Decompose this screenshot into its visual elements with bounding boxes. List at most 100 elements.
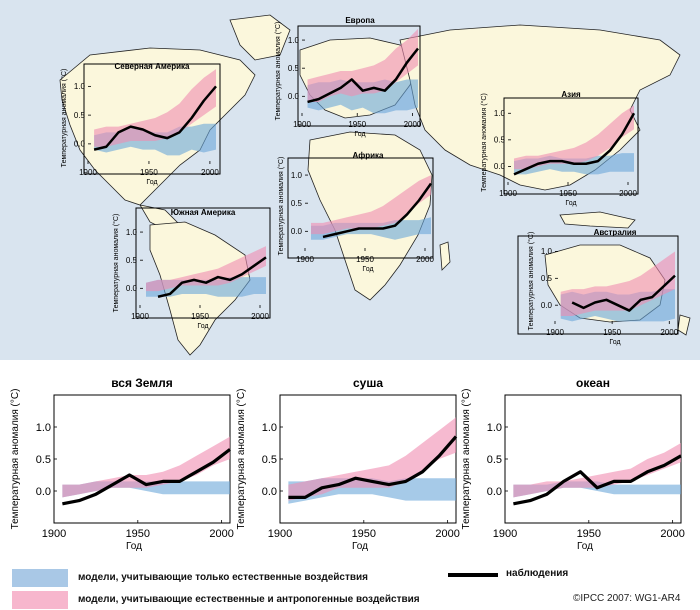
anthropogenic-forcing-band — [288, 417, 456, 501]
observed-line — [513, 454, 682, 506]
x-axis-label: Год — [362, 266, 373, 273]
y-tick-label: 1.0 — [291, 171, 303, 180]
chart-4: 0.0 0.5 1.0 1900 1950 2000 Год Температурная ан… — [112, 207, 271, 330]
observed-line — [93, 85, 217, 151]
y-tick-label: 0.0 — [541, 301, 553, 310]
y-tick-label: 0.0 — [494, 162, 506, 171]
new-zealand-landmass — [677, 314, 691, 336]
chart-0: 0.0 0.5 1.0 1900 1950 2000 Год Температурная ан… — [60, 62, 221, 186]
x-tick-label: 2000 — [660, 328, 678, 337]
anthropogenic-forcing-band — [146, 246, 266, 292]
y-tick-label: 0.5 — [541, 274, 553, 283]
copyright-credit: ©IPCC 2007: WG1-AR4 — [573, 593, 681, 604]
y-tick-label: 0.0 — [291, 227, 303, 236]
y-tick-label: 1.0 — [487, 422, 502, 434]
x-tick-label: 1950 — [577, 528, 601, 540]
y-axis-label: Температурная аномалия (°C) — [236, 389, 247, 530]
legend-natural-label: модели, учитывающие только естественные … — [78, 572, 369, 583]
x-tick-label: 1950 — [352, 528, 376, 540]
map-inset-frame — [503, 97, 639, 195]
y-tick-label: 1.0 — [288, 36, 300, 45]
y-tick-label: 0.5 — [262, 454, 277, 466]
y-tick-label: 1.0 — [541, 247, 553, 256]
y-tick-label: 0.5 — [74, 111, 86, 120]
map-inset-frame — [135, 207, 271, 319]
x-axis-label: Год — [577, 541, 593, 552]
y-tick-label: 0.0 — [36, 486, 51, 498]
indonesia-landmass — [559, 211, 636, 229]
x-tick-label: 2000 — [251, 312, 269, 321]
y-tick-label: 0.5 — [36, 454, 51, 466]
map-inset-frame — [517, 235, 679, 335]
x-tick-label: 2000 — [416, 255, 434, 264]
x-tick-label: 1950 — [140, 168, 158, 177]
chart-6: 0.0 0.5 1.0 1900 1950 2000 Год Температурная ан… — [10, 376, 234, 552]
chart-title: Африка — [352, 151, 384, 160]
map-inset-frame — [287, 157, 434, 259]
chart-title: Европа — [345, 16, 375, 25]
y-tick-label: 1.0 — [126, 228, 138, 237]
anthropogenic-forcing-band — [311, 175, 431, 235]
x-tick-label: 1950 — [603, 328, 621, 337]
chart-7: 0.0 0.5 1.0 1900 1950 2000 Год Температурная ан… — [236, 376, 460, 552]
world-map: 0.0 0.5 1.0 1900 1950 2000 Год Температурная ан… — [0, 0, 700, 360]
anthropogenic-forcing-band — [560, 251, 675, 316]
observed-line — [288, 435, 458, 500]
y-axis-label: Температурная аномалия (°C) — [274, 22, 282, 121]
y-axis-label: Температурная аномалия (°C) — [527, 232, 535, 331]
madagascar-landmass — [439, 241, 451, 271]
y-tick-label: 0.5 — [288, 64, 300, 73]
x-tick-label: 1900 — [79, 168, 97, 177]
x-tick-label: 1950 — [348, 120, 366, 129]
anthropogenic-forcing-band — [94, 69, 216, 147]
chart-8: 0.0 0.5 1.0 1900 1950 2000 Год Температурная ан… — [461, 376, 685, 552]
y-axis-label: Температурная аномалия (°C) — [277, 157, 285, 256]
x-tick-label: 1900 — [546, 328, 564, 337]
y-axis-label: Температурная аномалия (°C) — [60, 69, 68, 168]
observed-line — [62, 448, 231, 506]
legend-observed-line — [448, 573, 498, 577]
x-axis-label: Год — [146, 179, 157, 186]
chart-title: Австралия — [594, 228, 637, 237]
x-axis-label: Год — [354, 131, 365, 138]
x-tick-label: 1900 — [293, 120, 311, 129]
y-tick-label: 1.0 — [494, 109, 506, 118]
map-inset-frame — [83, 63, 221, 175]
chart-title: суша — [353, 376, 383, 390]
anthropogenic-forcing-band — [513, 443, 681, 498]
legend-observed-label: наблюдения — [506, 568, 569, 579]
greenland-landmass — [229, 14, 291, 61]
y-tick-label: 0.5 — [291, 199, 303, 208]
x-tick-label: 1900 — [499, 189, 517, 198]
y-axis-label: Температурная аномалия (°C) — [112, 214, 120, 313]
y-axis-label: Температурная аномалия (°C) — [480, 93, 488, 192]
x-axis-label: Год — [197, 323, 208, 330]
x-axis-label: Год — [352, 541, 368, 552]
y-tick-label: 0.0 — [74, 140, 86, 149]
anthropogenic-forcing-band — [62, 436, 230, 498]
observed-line — [322, 182, 433, 239]
x-tick-label: 1900 — [493, 528, 517, 540]
x-axis-label: Год — [565, 200, 576, 207]
regional-charts: 0.0 0.5 1.0 1900 1950 2000 Год Температурная ан… — [60, 16, 679, 346]
y-tick-label: 0.5 — [494, 136, 506, 145]
y-tick-label: 0.0 — [126, 284, 138, 293]
x-tick-label: 2000 — [660, 528, 684, 540]
y-tick-label: 0.0 — [487, 486, 502, 498]
observed-line — [307, 47, 419, 104]
chart-5: 0.0 0.5 1.0 1900 1950 2000 Год Температурная ан… — [517, 228, 679, 346]
chart-3: 0.0 0.5 1.0 1900 1950 2000 Год Температурная ан… — [277, 151, 434, 273]
x-tick-label: 2000 — [201, 168, 219, 177]
legend: модели, учитывающие только естественные … — [0, 560, 700, 610]
y-tick-label: 1.0 — [262, 422, 277, 434]
x-tick-label: 1950 — [559, 189, 577, 198]
x-tick-label: 1950 — [126, 528, 150, 540]
legend-natural-swatch — [12, 569, 68, 587]
legend-anthro-label: модели, учитывающие естественные и антро… — [78, 594, 420, 605]
y-tick-label: 1.0 — [36, 422, 51, 434]
x-tick-label: 2000 — [435, 528, 459, 540]
y-tick-label: 0.5 — [126, 256, 138, 265]
x-tick-label: 1900 — [131, 312, 149, 321]
legend-anthro-swatch — [12, 591, 68, 609]
